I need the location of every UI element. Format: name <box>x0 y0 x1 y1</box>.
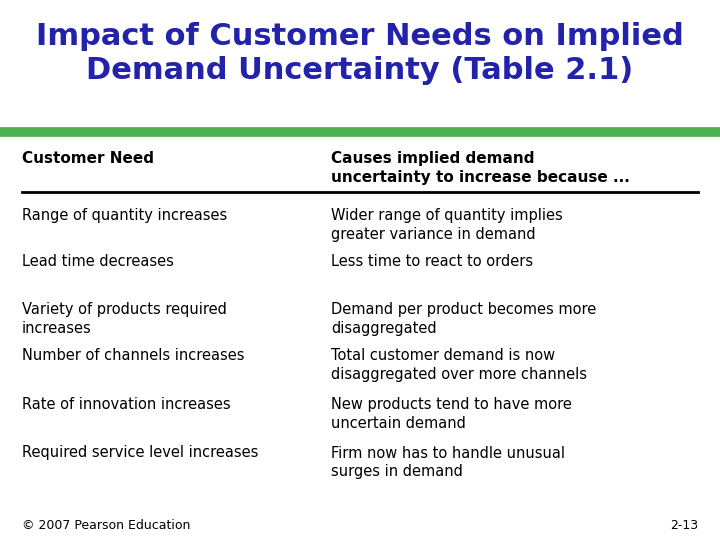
Text: Range of quantity increases: Range of quantity increases <box>22 208 227 223</box>
Text: Number of channels increases: Number of channels increases <box>22 348 244 363</box>
Text: Total customer demand is now
disaggregated over more channels: Total customer demand is now disaggregat… <box>331 348 588 382</box>
Text: New products tend to have more
uncertain demand: New products tend to have more uncertain… <box>331 397 572 430</box>
Text: Wider range of quantity implies
greater variance in demand: Wider range of quantity implies greater … <box>331 208 563 241</box>
Text: Firm now has to handle unusual
surges in demand: Firm now has to handle unusual surges in… <box>331 446 565 479</box>
Text: © 2007 Pearson Education: © 2007 Pearson Education <box>22 519 190 532</box>
Text: Required service level increases: Required service level increases <box>22 446 258 461</box>
Text: Customer Need: Customer Need <box>22 151 153 166</box>
Text: 2-13: 2-13 <box>670 519 698 532</box>
Text: Demand per product becomes more
disaggregated: Demand per product becomes more disaggre… <box>331 302 596 336</box>
Text: Rate of innovation increases: Rate of innovation increases <box>22 397 230 412</box>
Text: Impact of Customer Needs on Implied
Demand Uncertainty (Table 2.1): Impact of Customer Needs on Implied Dema… <box>36 22 684 85</box>
Text: Less time to react to orders: Less time to react to orders <box>331 254 534 269</box>
Text: Causes implied demand
uncertainty to increase because ...: Causes implied demand uncertainty to inc… <box>331 151 630 185</box>
Text: Variety of products required
increases: Variety of products required increases <box>22 302 227 336</box>
Text: Lead time decreases: Lead time decreases <box>22 254 174 269</box>
